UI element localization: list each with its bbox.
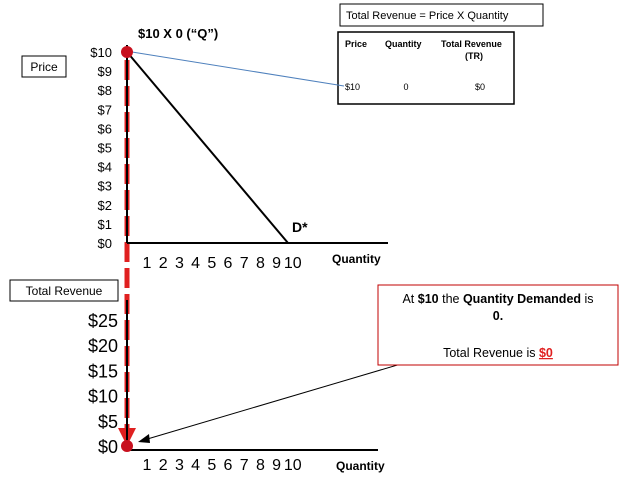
price-y-tick-label: $7 — [98, 102, 112, 117]
table-cell-quantity: 0 — [403, 82, 408, 92]
table-connector-line — [131, 51, 345, 87]
callout-box — [377, 284, 619, 366]
demand-curve — [126, 51, 289, 244]
revenue-label-box — [9, 279, 119, 302]
price-y-tick-label: $0 — [98, 236, 112, 251]
callout-arrowhead-icon — [138, 434, 150, 443]
price-x-axis-label: Quantity — [332, 252, 381, 266]
revenue-table-title: Total Revenue = Price X Quantity — [346, 10, 509, 22]
price-y-tick-label: $1 — [98, 217, 112, 232]
revenue-x-tick-label: 3 — [175, 457, 184, 474]
revenue-highlight-point — [121, 440, 133, 452]
callout-line-3: Total Revenue is $0 — [443, 346, 553, 360]
revenue-x-tick-label: 2 — [159, 457, 168, 474]
callout-line-1: At $10 the Quantity Demanded is — [402, 292, 593, 306]
revenue-x-tick-label: 1 — [143, 457, 152, 474]
price-x-tick-label: 2 — [159, 255, 168, 272]
table-header-quantity: Quantity — [385, 39, 422, 49]
demand-label: D* — [292, 219, 308, 235]
revenue-table-box — [337, 31, 515, 105]
revenue-x-tick-label: 5 — [207, 457, 216, 474]
revenue-table-title-box — [339, 3, 544, 27]
price-y-tick-label: $8 — [98, 83, 112, 98]
revenue-y-tick-label: $15 — [88, 361, 118, 381]
price-y-tick-label: $4 — [98, 160, 112, 175]
table-header-tr-abbrev: (TR) — [465, 51, 483, 61]
revenue-y-tick-label: $25 — [88, 311, 118, 331]
revenue-x-axis-label: Quantity — [336, 459, 385, 473]
revenue-x-tick-label: 10 — [284, 457, 302, 474]
table-cell-price: $10 — [345, 82, 360, 92]
revenue-y-tick-label: $20 — [88, 336, 118, 356]
price-y-tick-label: $9 — [98, 64, 112, 79]
revenue-y-axis-label: Total Revenue — [26, 284, 103, 298]
table-header-tr: Total Revenue — [441, 39, 502, 49]
revenue-y-tick-label: $10 — [88, 387, 118, 407]
callout-line-2: 0. — [493, 309, 503, 323]
table-header-price: Price — [345, 39, 367, 49]
price-x-tick-label: 10 — [284, 255, 302, 272]
callout-connector-line — [143, 352, 439, 441]
price-y-tick-label: $5 — [98, 141, 112, 156]
price-y-tick-label: $10 — [90, 45, 112, 60]
revenue-x-tick-label: 6 — [224, 457, 233, 474]
price-highlight-point — [121, 46, 133, 58]
revenue-y-tick-label: $5 — [98, 412, 118, 432]
table-cell-tr: $0 — [475, 82, 485, 92]
price-x-tick-label: 5 — [207, 255, 216, 272]
price-x-tick-label: 7 — [240, 255, 249, 272]
price-chart-title: $10 X 0 (“Q”) — [138, 26, 218, 41]
price-x-tick-label: 3 — [175, 255, 184, 272]
price-label-box — [21, 55, 67, 78]
price-x-tick-label: 1 — [143, 255, 152, 272]
revenue-x-tick-label: 9 — [272, 457, 281, 474]
price-x-tick-label: 9 — [272, 255, 281, 272]
price-y-tick-label: $3 — [98, 179, 112, 194]
revenue-x-tick-label: 7 — [240, 457, 249, 474]
price-x-tick-label: 8 — [256, 255, 265, 272]
revenue-y-tick-label: $0 — [98, 437, 118, 457]
revenue-x-tick-label: 8 — [256, 457, 265, 474]
price-x-tick-label: 6 — [224, 255, 233, 272]
revenue-x-tick-label: 4 — [191, 457, 200, 474]
price-y-tick-label: $2 — [98, 198, 112, 213]
price-y-tick-label: $6 — [98, 121, 112, 136]
price-y-axis-label: Price — [30, 60, 58, 74]
price-x-tick-label: 4 — [191, 255, 200, 272]
